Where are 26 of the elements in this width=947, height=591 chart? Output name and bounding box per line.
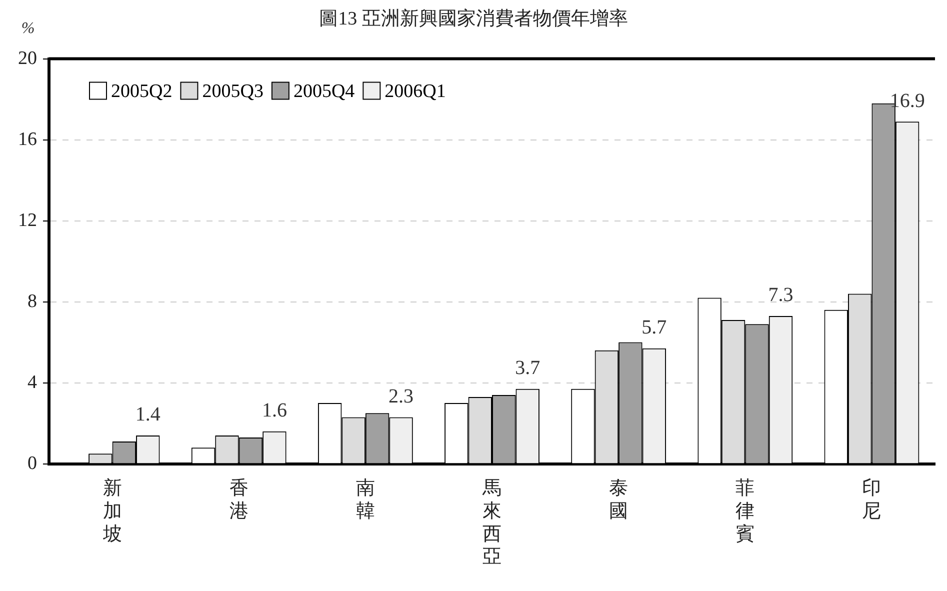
chart-title: 圖13 亞洲新興國家消費者物價年增率 — [319, 7, 628, 30]
y-tick-label: 8 — [28, 290, 37, 312]
data-label: 2.3 — [388, 385, 414, 408]
x-tick-label: 南韓 — [356, 478, 375, 522]
x-tick-label: 印尼 — [862, 478, 882, 522]
data-label: 16.9 — [890, 90, 925, 112]
legend-label: 2005Q4 — [293, 80, 356, 102]
data-label: 1.6 — [262, 400, 287, 422]
legend-label: 2006Q1 — [384, 80, 446, 102]
y-tick-label: 12 — [18, 210, 37, 231]
data-label: 1.4 — [135, 404, 160, 426]
x-tick-label: 香港 — [229, 478, 248, 522]
x-tick-label: 馬來西亞 — [482, 478, 502, 568]
data-label: 3.7 — [515, 357, 540, 380]
y-tick-label: 16 — [18, 128, 37, 150]
x-tick-label: 新加坡 — [102, 477, 122, 545]
y-tick-label: 20 — [18, 48, 37, 69]
x-tick-label: 菲律賓 — [736, 478, 755, 545]
y-tick-label: 0 — [28, 452, 37, 474]
y-tick-label: 4 — [28, 372, 38, 393]
y-axis-title: % — [21, 20, 35, 38]
data-label: 5.7 — [642, 316, 667, 339]
x-tick-label: 泰國 — [609, 478, 628, 522]
legend-label: 2005Q2 — [111, 80, 172, 102]
legend-label: 2005Q3 — [202, 80, 264, 102]
data-label: 7.3 — [768, 284, 794, 306]
